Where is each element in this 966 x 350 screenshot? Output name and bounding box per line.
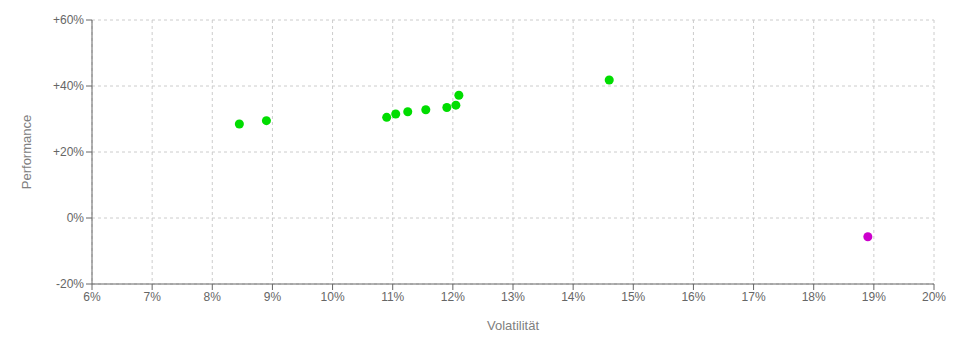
svg-text:15%: 15%: [621, 290, 645, 304]
svg-text:18%: 18%: [802, 290, 826, 304]
svg-text:13%: 13%: [501, 290, 525, 304]
svg-text:19%: 19%: [862, 290, 886, 304]
svg-text:+40%: +40%: [53, 79, 84, 93]
svg-text:0%: 0%: [67, 211, 85, 225]
svg-text:7%: 7%: [143, 290, 161, 304]
svg-text:6%: 6%: [83, 290, 101, 304]
svg-text:14%: 14%: [561, 290, 585, 304]
svg-text:10%: 10%: [321, 290, 345, 304]
svg-text:Volatilität: Volatilität: [487, 318, 539, 333]
svg-text:+20%: +20%: [53, 145, 84, 159]
svg-text:+60%: +60%: [53, 13, 84, 27]
svg-text:20%: 20%: [922, 290, 946, 304]
svg-text:-20%: -20%: [56, 277, 84, 291]
svg-text:11%: 11%: [381, 290, 404, 304]
svg-text:16%: 16%: [681, 290, 705, 304]
svg-text:9%: 9%: [264, 290, 282, 304]
svg-text:Performance: Performance: [19, 115, 34, 189]
svg-text:17%: 17%: [742, 290, 766, 304]
svg-text:12%: 12%: [441, 290, 465, 304]
svg-text:8%: 8%: [204, 290, 222, 304]
